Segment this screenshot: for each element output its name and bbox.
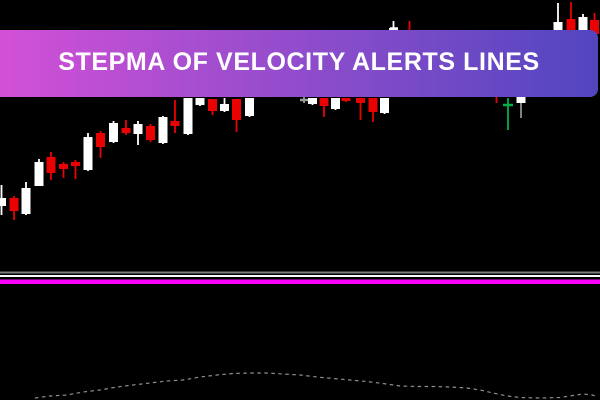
alert-line-magenta — [0, 279, 600, 284]
candle — [83, 133, 93, 171]
candle — [170, 100, 180, 133]
candle — [109, 121, 118, 143]
candle — [566, 2, 576, 34]
candle — [380, 98, 389, 114]
candle — [0, 185, 6, 215]
candle — [341, 98, 351, 102]
lower-indicator-layer — [34, 372, 599, 399]
candle — [368, 98, 378, 122]
candle — [245, 98, 254, 117]
candle — [34, 159, 44, 186]
page-title: STEPMA OF VELOCITY ALERTS LINES — [58, 48, 540, 76]
candle — [553, 3, 563, 34]
candle — [183, 98, 193, 135]
candle — [331, 98, 340, 110]
candle — [503, 98, 513, 130]
candle — [96, 131, 105, 158]
stepma-line-grey — [0, 271, 600, 274]
candle — [158, 116, 168, 144]
candle — [121, 120, 131, 135]
candle — [195, 98, 205, 106]
candle — [232, 99, 241, 132]
alert-lines-layer — [0, 271, 600, 284]
candle — [319, 98, 329, 117]
candle — [133, 121, 143, 145]
candle — [220, 98, 229, 112]
candle — [300, 97, 308, 103]
candle — [356, 98, 365, 120]
candles-layer — [0, 2, 599, 220]
candle — [516, 97, 526, 118]
title-banner: STEPMA OF VELOCITY ALERTS LINES — [0, 30, 598, 97]
candle — [9, 196, 19, 220]
indicator-curve — [34, 372, 599, 399]
candle — [59, 162, 68, 178]
candle — [46, 152, 56, 180]
candle — [208, 99, 217, 115]
signal-line-white — [0, 275, 600, 277]
candle — [21, 182, 31, 215]
candle — [308, 98, 317, 105]
candle — [389, 21, 398, 30]
candle — [71, 160, 80, 179]
candle — [146, 124, 155, 142]
